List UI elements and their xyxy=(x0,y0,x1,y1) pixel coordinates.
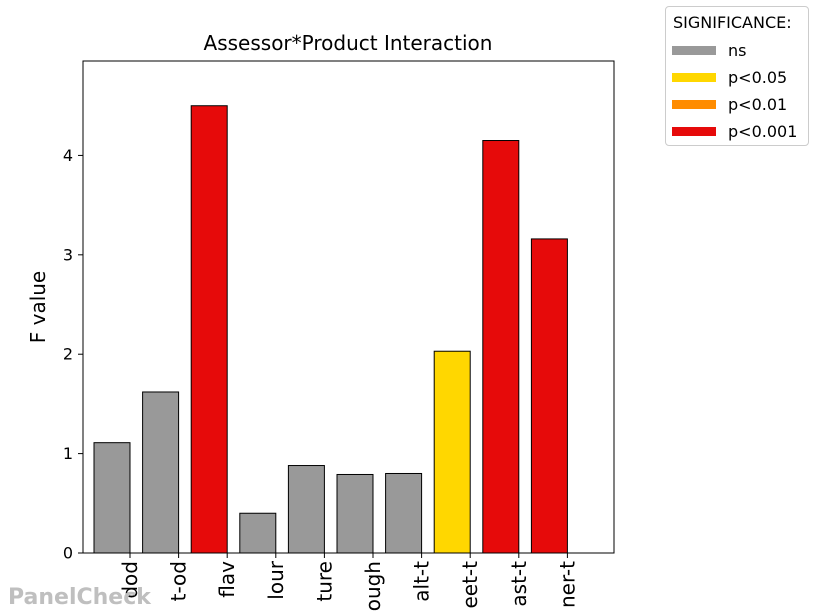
legend-item-p005: p<0.05 xyxy=(672,64,808,91)
bar-lour xyxy=(239,512,277,554)
y-tick-label: 2 xyxy=(63,345,73,364)
legend-label: p<0.01 xyxy=(728,95,788,114)
watermark-logo: PanelCheck xyxy=(8,585,151,610)
legend-title: SIGNIFICANCE: xyxy=(673,13,792,32)
legend-item-p001: p<0.01 xyxy=(672,91,808,118)
y-tick-label: 0 xyxy=(63,544,73,563)
x-tick-label: t-od xyxy=(167,561,191,601)
x-tick-label: dod xyxy=(118,561,142,599)
plot-frame xyxy=(82,60,615,554)
bar-ast-t xyxy=(482,140,520,554)
legend-swatch xyxy=(672,127,716,136)
legend-swatch xyxy=(672,100,716,109)
legend-swatch xyxy=(672,46,716,55)
bar-eet-t xyxy=(433,350,471,554)
x-tick-label: alt-t xyxy=(410,561,434,602)
bar-flav xyxy=(190,105,228,554)
bar-ner-t xyxy=(530,238,568,554)
bar-dod xyxy=(93,442,131,554)
chart-title: Assessor*Product Interaction xyxy=(204,31,493,55)
y-tick-label: 3 xyxy=(63,245,73,264)
x-tick-label: lour xyxy=(264,560,288,599)
legend-label: p<0.001 xyxy=(728,122,798,141)
bars xyxy=(93,105,568,554)
x-tick-label: ough xyxy=(361,561,385,611)
y-axis-label: F value xyxy=(26,271,50,344)
bar-ough xyxy=(336,473,374,554)
legend-swatch xyxy=(672,73,716,82)
bar-alt-t xyxy=(385,472,423,554)
legend: SIGNIFICANCE: ns p<0.05 p<0.01 p<0.001 xyxy=(665,6,809,146)
x-axis-ticks: dod t-od flav lour ture ough alt-t eet-t ast-t ne… xyxy=(118,553,579,611)
x-tick-label: ture xyxy=(312,561,336,602)
y-tick-label: 4 xyxy=(63,146,73,165)
x-tick-label: eet-t xyxy=(458,561,482,609)
x-tick-label: ner-t xyxy=(555,561,579,608)
legend-item-p0001: p<0.001 xyxy=(672,118,808,145)
legend-item-ns: ns xyxy=(672,37,808,64)
y-axis-ticks: 0 1 2 3 4 xyxy=(63,146,83,563)
x-tick-label: flav xyxy=(215,561,239,598)
bar-ture xyxy=(287,465,325,554)
legend-label: p<0.05 xyxy=(728,68,788,87)
legend-label: ns xyxy=(728,41,747,60)
y-tick-label: 1 xyxy=(63,444,73,463)
x-tick-label: ast-t xyxy=(507,561,531,607)
bar-t-od xyxy=(142,391,180,554)
